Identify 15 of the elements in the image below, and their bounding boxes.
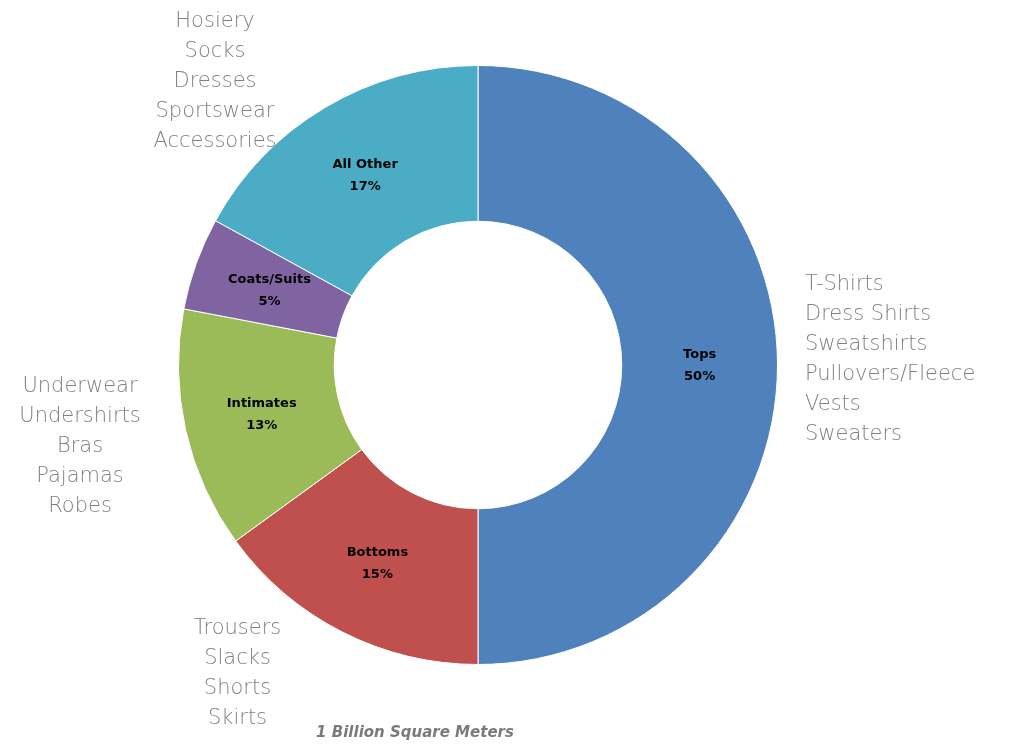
data-label: 15% — [361, 565, 393, 581]
slice-label: Bottoms — [346, 543, 409, 559]
text: Underwear Undershirts Bras Pajamas Robes — [18, 372, 142, 519]
slice-label: Coats/Suits — [227, 271, 312, 287]
text: Trousers Slacks Shorts Skirts — [192, 614, 283, 731]
text: T-Shirts Dress Shirts Sweatshirts Pullovers/Fleece Vests Sweaters — [805, 270, 977, 447]
slice-label: Intimates — [226, 394, 297, 410]
slice-label: Tops — [683, 346, 717, 362]
data-label: 5% — [258, 293, 281, 309]
text: 1 Billion Square Meters — [315, 722, 515, 742]
data-label: 13% — [246, 416, 278, 432]
slice-label: All Other — [332, 155, 399, 171]
data-label: 17% — [349, 177, 381, 193]
data-label: 50% — [684, 368, 716, 384]
text: Hosiery Socks Dresses Sportswear Accessories — [152, 7, 278, 154]
